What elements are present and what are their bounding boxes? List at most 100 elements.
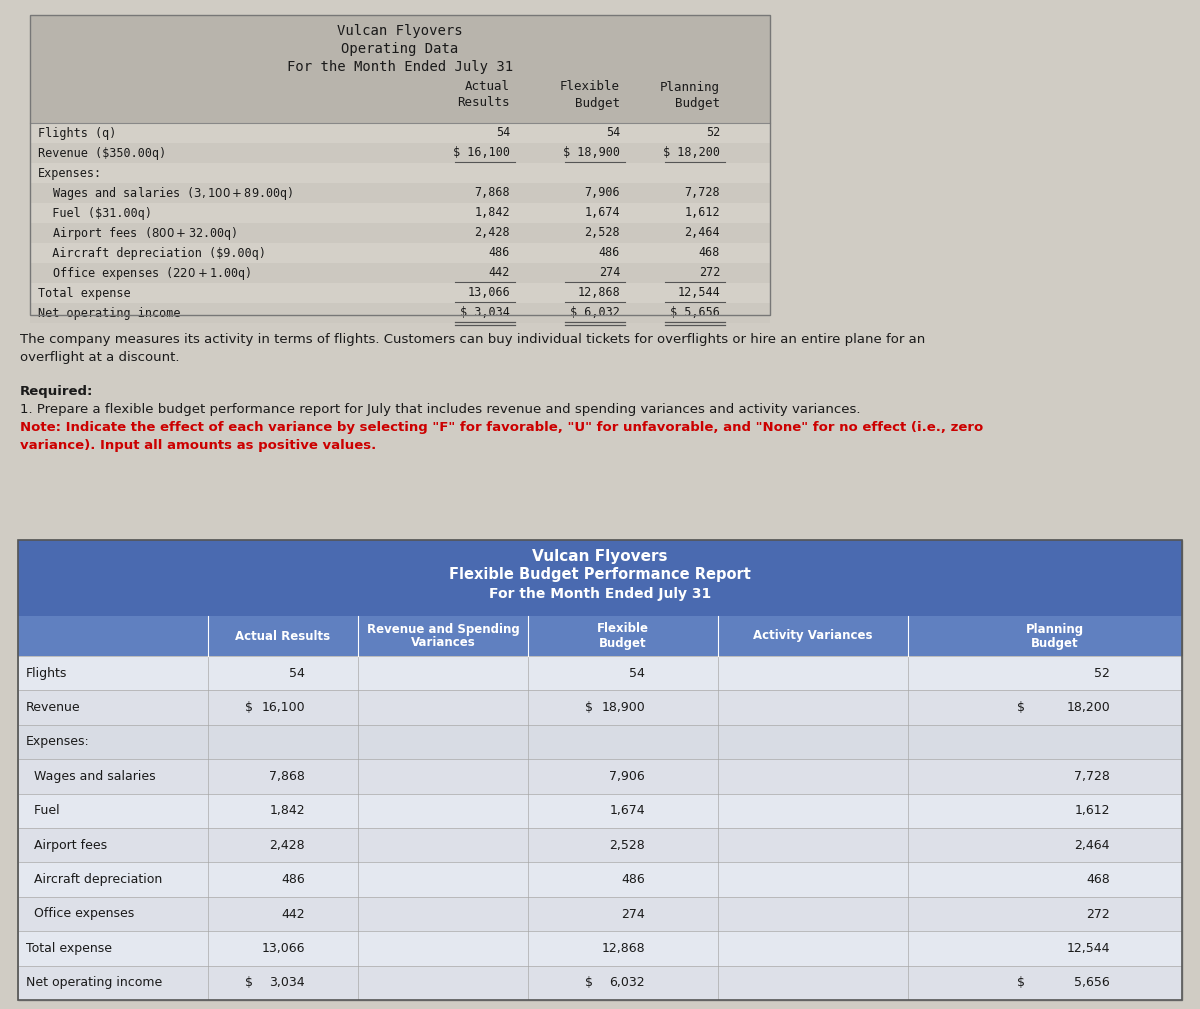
Text: $: $: [1018, 977, 1025, 989]
Text: $: $: [1018, 701, 1025, 714]
Text: $ 16,100: $ 16,100: [454, 146, 510, 159]
Text: Budget: Budget: [599, 637, 647, 650]
Text: 6,032: 6,032: [610, 977, 646, 989]
Text: 468: 468: [1086, 873, 1110, 886]
Text: $ 18,900: $ 18,900: [563, 146, 620, 159]
Text: Expenses:: Expenses:: [26, 736, 90, 749]
Text: 2,528: 2,528: [584, 226, 620, 239]
Text: $ 6,032: $ 6,032: [570, 307, 620, 320]
Bar: [18, 540, 1182, 1000]
Text: 486: 486: [488, 246, 510, 259]
Text: Fuel ($31.00q): Fuel ($31.00q): [38, 207, 152, 220]
Text: 1,842: 1,842: [269, 804, 305, 817]
Bar: [18, 759, 1182, 794]
Text: 1,612: 1,612: [684, 207, 720, 220]
Bar: [30, 203, 770, 223]
Text: Vulcan Flyovers: Vulcan Flyovers: [337, 24, 463, 38]
Text: 52: 52: [706, 126, 720, 139]
Bar: [30, 163, 770, 183]
Text: 5,656: 5,656: [1074, 977, 1110, 989]
Bar: [18, 724, 1182, 759]
Text: 2,528: 2,528: [610, 838, 646, 852]
Text: Required:: Required:: [20, 385, 94, 398]
Text: Planning: Planning: [660, 81, 720, 94]
Text: Revenue and Spending: Revenue and Spending: [367, 623, 520, 636]
Text: 54: 54: [289, 667, 305, 680]
Text: Vulcan Flyovers: Vulcan Flyovers: [533, 549, 667, 563]
Text: 18,900: 18,900: [601, 701, 646, 714]
Text: 486: 486: [622, 873, 646, 886]
Text: Expenses:: Expenses:: [38, 166, 102, 180]
Text: 2,464: 2,464: [684, 226, 720, 239]
Text: 486: 486: [599, 246, 620, 259]
Text: Planning: Planning: [1026, 623, 1084, 636]
Text: 7,906: 7,906: [610, 770, 646, 783]
Text: Flexible: Flexible: [560, 81, 620, 94]
Text: $ 5,656: $ 5,656: [670, 307, 720, 320]
Text: $: $: [245, 977, 253, 989]
Bar: [30, 15, 770, 315]
Text: $ 3,034: $ 3,034: [460, 307, 510, 320]
Text: Total expense: Total expense: [26, 941, 112, 955]
Bar: [30, 223, 770, 243]
Text: Flexible Budget Performance Report: Flexible Budget Performance Report: [449, 566, 751, 581]
Text: Activity Variances: Activity Variances: [754, 630, 872, 643]
Text: $ 18,200: $ 18,200: [662, 146, 720, 159]
Text: Wages and salaries: Wages and salaries: [26, 770, 156, 783]
Text: Net operating income: Net operating income: [38, 307, 180, 320]
Bar: [18, 616, 1182, 656]
Text: 2,428: 2,428: [269, 838, 305, 852]
Text: 54: 54: [629, 667, 646, 680]
Text: Operating Data: Operating Data: [341, 42, 458, 57]
Bar: [18, 966, 1182, 1000]
Bar: [30, 143, 770, 163]
Text: Aircraft depreciation ($9.00q): Aircraft depreciation ($9.00q): [38, 246, 266, 259]
Text: Total expense: Total expense: [38, 287, 131, 300]
Text: 18,200: 18,200: [1067, 701, 1110, 714]
Text: Flights: Flights: [26, 667, 67, 680]
Bar: [18, 656, 1182, 690]
Text: Office expenses: Office expenses: [26, 907, 134, 920]
Text: Budget: Budget: [1031, 637, 1079, 650]
Bar: [18, 690, 1182, 724]
Text: 7,728: 7,728: [1074, 770, 1110, 783]
Text: Note: Indicate the effect of each variance by selecting "F" for favorable, "U" f: Note: Indicate the effect of each varian…: [20, 421, 983, 434]
Text: Net operating income: Net operating income: [26, 977, 162, 989]
Text: 12,544: 12,544: [677, 287, 720, 300]
Text: 7,868: 7,868: [474, 187, 510, 200]
Text: For the Month Ended July 31: For the Month Ended July 31: [287, 60, 514, 74]
Text: Airport fees ($800 + $32.00q): Airport fees ($800 + $32.00q): [38, 224, 238, 241]
Text: Budget: Budget: [674, 97, 720, 110]
Text: Airport fees: Airport fees: [26, 838, 107, 852]
Bar: [30, 15, 770, 315]
Bar: [30, 243, 770, 263]
Bar: [18, 897, 1182, 931]
Text: 7,868: 7,868: [269, 770, 305, 783]
Bar: [30, 123, 770, 143]
Text: 2,428: 2,428: [474, 226, 510, 239]
Text: Flights (q): Flights (q): [38, 126, 116, 139]
Text: 13,066: 13,066: [467, 287, 510, 300]
Text: $: $: [586, 701, 593, 714]
Text: 12,868: 12,868: [577, 287, 620, 300]
Text: Revenue ($350.00q): Revenue ($350.00q): [38, 146, 167, 159]
Text: Results: Results: [457, 97, 510, 110]
Text: 12,544: 12,544: [1067, 941, 1110, 955]
Bar: [30, 15, 770, 123]
Text: Budget: Budget: [575, 97, 620, 110]
Text: For the Month Ended July 31: For the Month Ended July 31: [488, 587, 712, 601]
Text: 54: 54: [606, 126, 620, 139]
Text: 3,034: 3,034: [269, 977, 305, 989]
Text: 272: 272: [1086, 907, 1110, 920]
Text: The company measures its activity in terms of flights. Customers can buy individ: The company measures its activity in ter…: [20, 333, 925, 346]
Text: Flexible: Flexible: [598, 623, 649, 636]
Text: 54: 54: [496, 126, 510, 139]
Text: $: $: [586, 977, 593, 989]
Text: Variances: Variances: [410, 637, 475, 650]
Text: 1. Prepare a flexible budget performance report for July that includes revenue a: 1. Prepare a flexible budget performance…: [20, 403, 860, 416]
Bar: [30, 183, 770, 203]
Bar: [30, 263, 770, 283]
Text: 1,612: 1,612: [1074, 804, 1110, 817]
Text: 274: 274: [599, 266, 620, 279]
Text: 1,842: 1,842: [474, 207, 510, 220]
